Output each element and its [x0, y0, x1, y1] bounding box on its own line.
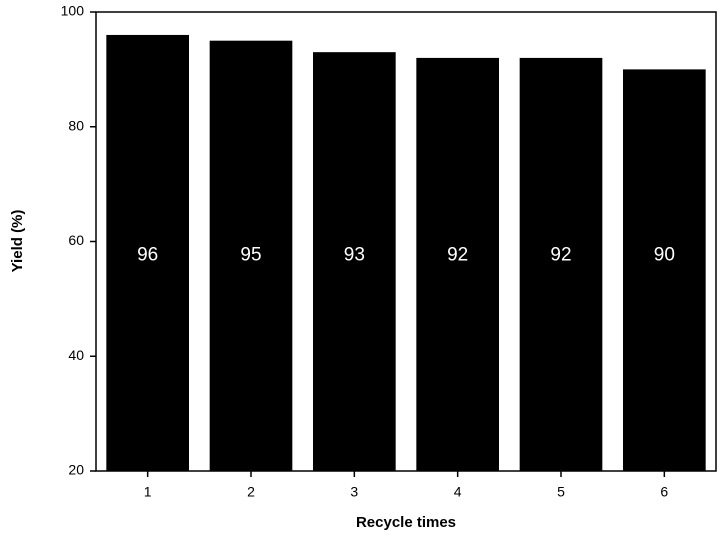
- y-tick-label: 60: [68, 232, 84, 248]
- data-label: 90: [654, 245, 675, 266]
- x-tick-label: 4: [454, 484, 462, 500]
- bar: [209, 40, 293, 471]
- y-tick-label: 80: [68, 117, 84, 133]
- bar: [313, 52, 396, 471]
- x-tick-label: 6: [660, 484, 668, 500]
- x-tick-label: 5: [557, 484, 565, 500]
- y-tick-label: 100: [61, 3, 85, 19]
- data-label: 93: [344, 245, 365, 266]
- bar: [106, 34, 189, 471]
- x-tick-label: 2: [247, 484, 255, 500]
- y-tick-label: 20: [68, 462, 84, 478]
- bar: [416, 57, 499, 472]
- bar: [519, 57, 603, 472]
- x-tick-label: 3: [350, 484, 358, 500]
- data-label: 95: [240, 245, 261, 266]
- data-label: 92: [447, 245, 468, 266]
- data-label: 92: [550, 245, 571, 266]
- y-axis-title: Yield (%): [9, 210, 26, 273]
- data-label: 96: [137, 245, 158, 266]
- x-axis-title: Recycle times: [356, 514, 456, 531]
- y-tick-label: 40: [68, 347, 84, 363]
- x-tick-label: 1: [144, 484, 152, 500]
- bar: [623, 69, 706, 471]
